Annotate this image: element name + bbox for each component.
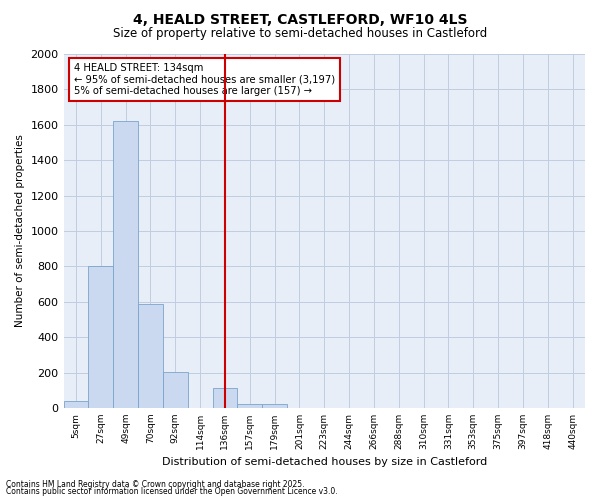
Text: 4, HEALD STREET, CASTLEFORD, WF10 4LS: 4, HEALD STREET, CASTLEFORD, WF10 4LS: [133, 12, 467, 26]
Bar: [64, 401, 88, 408]
Bar: [88, 266, 113, 408]
Bar: [238, 404, 262, 408]
Text: Contains HM Land Registry data © Crown copyright and database right 2025.: Contains HM Land Registry data © Crown c…: [6, 480, 305, 489]
Bar: [212, 388, 238, 408]
Text: Contains public sector information licensed under the Open Government Licence v3: Contains public sector information licen…: [6, 487, 338, 496]
Text: Size of property relative to semi-detached houses in Castleford: Size of property relative to semi-detach…: [113, 28, 487, 40]
Y-axis label: Number of semi-detached properties: Number of semi-detached properties: [15, 134, 25, 328]
Bar: [113, 121, 138, 408]
Bar: [262, 404, 287, 408]
Bar: [163, 372, 188, 408]
Text: 4 HEALD STREET: 134sqm
← 95% of semi-detached houses are smaller (3,197)
5% of s: 4 HEALD STREET: 134sqm ← 95% of semi-det…: [74, 63, 335, 96]
X-axis label: Distribution of semi-detached houses by size in Castleford: Distribution of semi-detached houses by …: [161, 458, 487, 468]
Bar: [138, 304, 163, 408]
